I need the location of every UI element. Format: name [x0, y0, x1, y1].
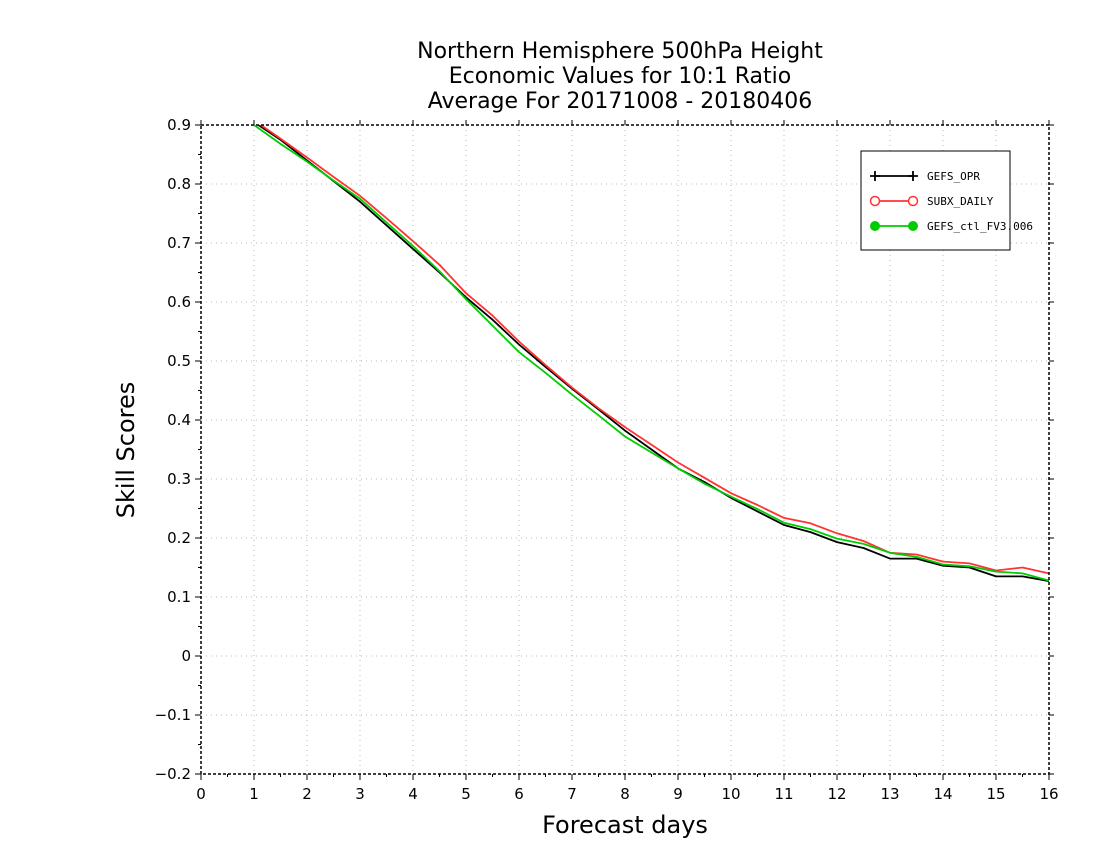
legend-marker-plus — [908, 171, 918, 181]
legend-marker-filled-circle — [908, 221, 918, 231]
legend-label: SUBX_DAILY — [927, 195, 994, 208]
y-axis-ticks: −0.2 −0.1 0 0.1 0.2 0.3 0.4 0.5 0.6 0.7 0.8 0.9 — [155, 116, 1054, 783]
x-axis-ticks: 0 1 2 3 4 5 6 7 8 9 10 11 12 13 14 15 16 — [196, 120, 1059, 803]
chart-title: Northern Hemisphere 500hPa HeightEconomi… — [417, 39, 823, 114]
y-tick-label: 0.4 — [167, 411, 191, 429]
y-tick-label: 0.2 — [167, 529, 191, 547]
x-tick-label: 5 — [461, 785, 471, 803]
y-tick-label: −0.1 — [155, 706, 191, 724]
series-line-subx-daily — [259, 125, 1049, 575]
x-tick-label: 11 — [774, 785, 793, 803]
title-line-1: Northern Hemisphere 500hPa Height — [417, 39, 823, 64]
y-tick-label: 0.9 — [167, 116, 191, 134]
x-tick-label: 4 — [408, 785, 418, 803]
y-axis-label: Skill Scores — [112, 382, 140, 519]
series-lines — [253, 125, 1049, 582]
y-tick-label: −0.2 — [155, 765, 191, 783]
legend-label: GEFS_ctl_FV3.006 — [927, 220, 1033, 233]
x-tick-label: 2 — [302, 785, 312, 803]
title-line-2: Economic Values for 10:1 Ratio — [449, 64, 791, 89]
x-axis-label: Forecast days — [542, 811, 708, 839]
x-tick-label: 14 — [933, 785, 952, 803]
series-line-gefs-ctl-fv3-006 — [253, 125, 1049, 582]
x-tick-label: 3 — [355, 785, 365, 803]
y-tick-label: 0.1 — [167, 588, 191, 606]
x-tick-label: 7 — [567, 785, 577, 803]
y-tick-label: 0 — [181, 647, 191, 665]
x-tick-label: 10 — [721, 785, 740, 803]
legend-label: GEFS_OPR — [927, 170, 980, 183]
y-tick-label: 0.7 — [167, 234, 191, 252]
legend-marker-filled-circle — [870, 221, 880, 231]
y-tick-label: 0.8 — [167, 175, 191, 193]
legend-marker-open-circle — [869, 195, 881, 207]
x-tick-label: 9 — [673, 785, 683, 803]
y-tick-label: 0.6 — [167, 293, 191, 311]
x-tick-label: 0 — [196, 785, 206, 803]
title-line-3: Average For 20171008 - 20180406 — [428, 89, 813, 114]
legend-marker-plus — [870, 171, 880, 181]
y-tick-label: 0.5 — [167, 352, 191, 370]
x-tick-label: 16 — [1039, 785, 1058, 803]
x-tick-label: 1 — [249, 785, 259, 803]
x-tick-label: 15 — [986, 785, 1005, 803]
x-tick-label: 8 — [620, 785, 630, 803]
legend-marker-open-circle — [907, 195, 919, 207]
x-tick-label: 12 — [827, 785, 846, 803]
y-tick-label: 0.3 — [167, 470, 191, 488]
x-tick-label: 13 — [880, 785, 899, 803]
series-line-gefs-opr — [256, 125, 1049, 582]
legend: GEFS_OPR SUBX_DAILY GEFS_ctl_FV3.006 — [860, 150, 1033, 251]
x-tick-label: 6 — [514, 785, 524, 803]
grid-lines — [201, 125, 1049, 774]
